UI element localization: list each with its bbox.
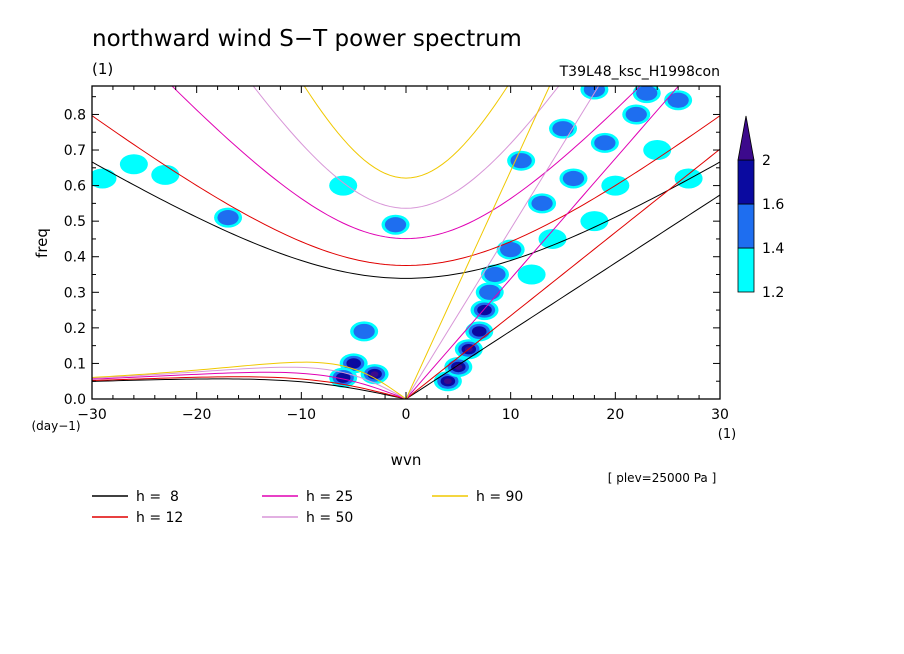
colorbar-label: 1.6	[762, 197, 784, 213]
power-contours	[92, 86, 703, 392]
legend-label-h8: h = 8	[136, 489, 179, 505]
x-tick-label: −30	[77, 407, 107, 423]
power-contour-patch	[636, 86, 658, 101]
power-contour-patch	[510, 153, 532, 169]
power-contour-patch	[594, 135, 616, 151]
power-contour-patch	[353, 323, 375, 340]
power-contour-patch	[580, 211, 609, 232]
ig-curve-h8	[92, 161, 720, 279]
kelvin-curve-h8	[405, 194, 720, 399]
x-axis-label: wvn	[391, 451, 422, 469]
y-tick-label: 0.6	[64, 179, 86, 195]
y-tick-label: 0.2	[64, 321, 86, 337]
power-contour-patch	[119, 154, 148, 175]
colorbar-label: 1.4	[762, 241, 784, 257]
x-tick-label: 20	[606, 407, 624, 423]
experiment-label: T39L48_ksc_H1998con	[559, 64, 720, 80]
rossby-curve-h8	[92, 378, 407, 399]
power-contour-patch	[538, 228, 567, 249]
legend-label-h50: h = 50	[306, 510, 353, 526]
y-tick-label: 0.8	[64, 107, 86, 123]
y-tick-label: 0.5	[64, 214, 86, 230]
x-axis-unit: (1)	[718, 427, 736, 442]
power-contour-patch	[674, 168, 703, 189]
power-contour-patch	[531, 195, 553, 211]
ig-curve-h90	[303, 86, 509, 179]
y-tick-label: 0.1	[64, 356, 86, 372]
colorbar-segment	[737, 203, 755, 249]
power-contour-patch	[500, 242, 522, 258]
colorbar-triangle	[737, 115, 755, 161]
power-contour-patch	[454, 364, 463, 370]
colorbar-label: 2	[762, 153, 771, 169]
axis-ticks: −30 −20 −10 0 10 20 30 0.0 0.1 0.2 0.3 0.4 0.5 0.6 0.7…	[64, 86, 729, 423]
power-contour-patch	[562, 170, 585, 187]
x-tick-label: −10	[287, 407, 317, 423]
power-contour-patch	[346, 358, 361, 369]
y-tick-label: 0.4	[64, 250, 86, 266]
y-axis-unit: (day−1)	[31, 419, 80, 433]
x-tick-label: 30	[711, 407, 729, 423]
dispersion-curves	[92, 86, 720, 399]
power-contour-patch	[625, 106, 647, 123]
ig-curve-h50	[252, 86, 560, 209]
y-tick-label: 0.3	[64, 285, 86, 301]
y-tick-label: 0.0	[64, 392, 86, 408]
legend-label-h25: h = 25	[306, 489, 353, 505]
kelvin-curve-h90	[405, 86, 551, 399]
colorbar-segment	[737, 159, 755, 205]
colorbar: 1.2 1.4 1.6 2	[737, 115, 784, 301]
chart-title: northward wind S−T power spectrum	[92, 26, 522, 52]
ig-curve-h25	[171, 86, 641, 240]
x-tick-label: 10	[502, 407, 520, 423]
x-tick-label: −20	[182, 407, 212, 423]
power-contour-patch	[517, 264, 546, 285]
power-contour-patch	[151, 164, 180, 185]
y-axis-label: freq	[33, 228, 51, 258]
rossby-curve-h50	[92, 366, 407, 399]
power-contour-patch	[643, 140, 672, 161]
power-contour-patch	[667, 92, 689, 108]
power-contour-patch	[370, 371, 379, 377]
power-contour-patch	[552, 121, 574, 137]
rossby-curve-h90	[92, 361, 407, 399]
power-contour-patch	[92, 168, 117, 189]
kelvin-curve-h12	[405, 148, 720, 399]
x-tick-label: 0	[402, 407, 411, 423]
power-contour-patch	[329, 175, 358, 196]
colorbar-segment	[737, 247, 755, 293]
power-contour-patch	[479, 284, 501, 300]
legend: h = 8 h = 12 h = 25 h = 50 h = 90	[92, 489, 523, 526]
plot-background	[92, 86, 720, 399]
legend-label-h12: h = 12	[136, 510, 183, 526]
rossby-curve-h25	[92, 371, 407, 399]
legend-label-h90: h = 90	[476, 489, 523, 505]
power-contour-patch	[217, 210, 239, 226]
ig-curve-h12	[92, 115, 720, 266]
y-tick-label: 0.7	[64, 143, 86, 159]
kelvin-curve-h50	[405, 86, 600, 399]
title-unit: (1)	[92, 60, 113, 78]
plev-note: [ plev=25000 Pa ]	[608, 471, 717, 485]
power-contour-patch	[443, 378, 452, 385]
power-contour-patch	[477, 304, 492, 316]
power-contour-patch	[583, 86, 606, 98]
power-contour-patch	[471, 326, 487, 337]
colorbar-label: 1.2	[762, 285, 784, 301]
kelvin-curve-h25	[405, 86, 680, 399]
power-contour-patch	[384, 217, 407, 233]
rossby-curve-h12	[92, 376, 407, 399]
power-contour-patch	[484, 266, 506, 283]
